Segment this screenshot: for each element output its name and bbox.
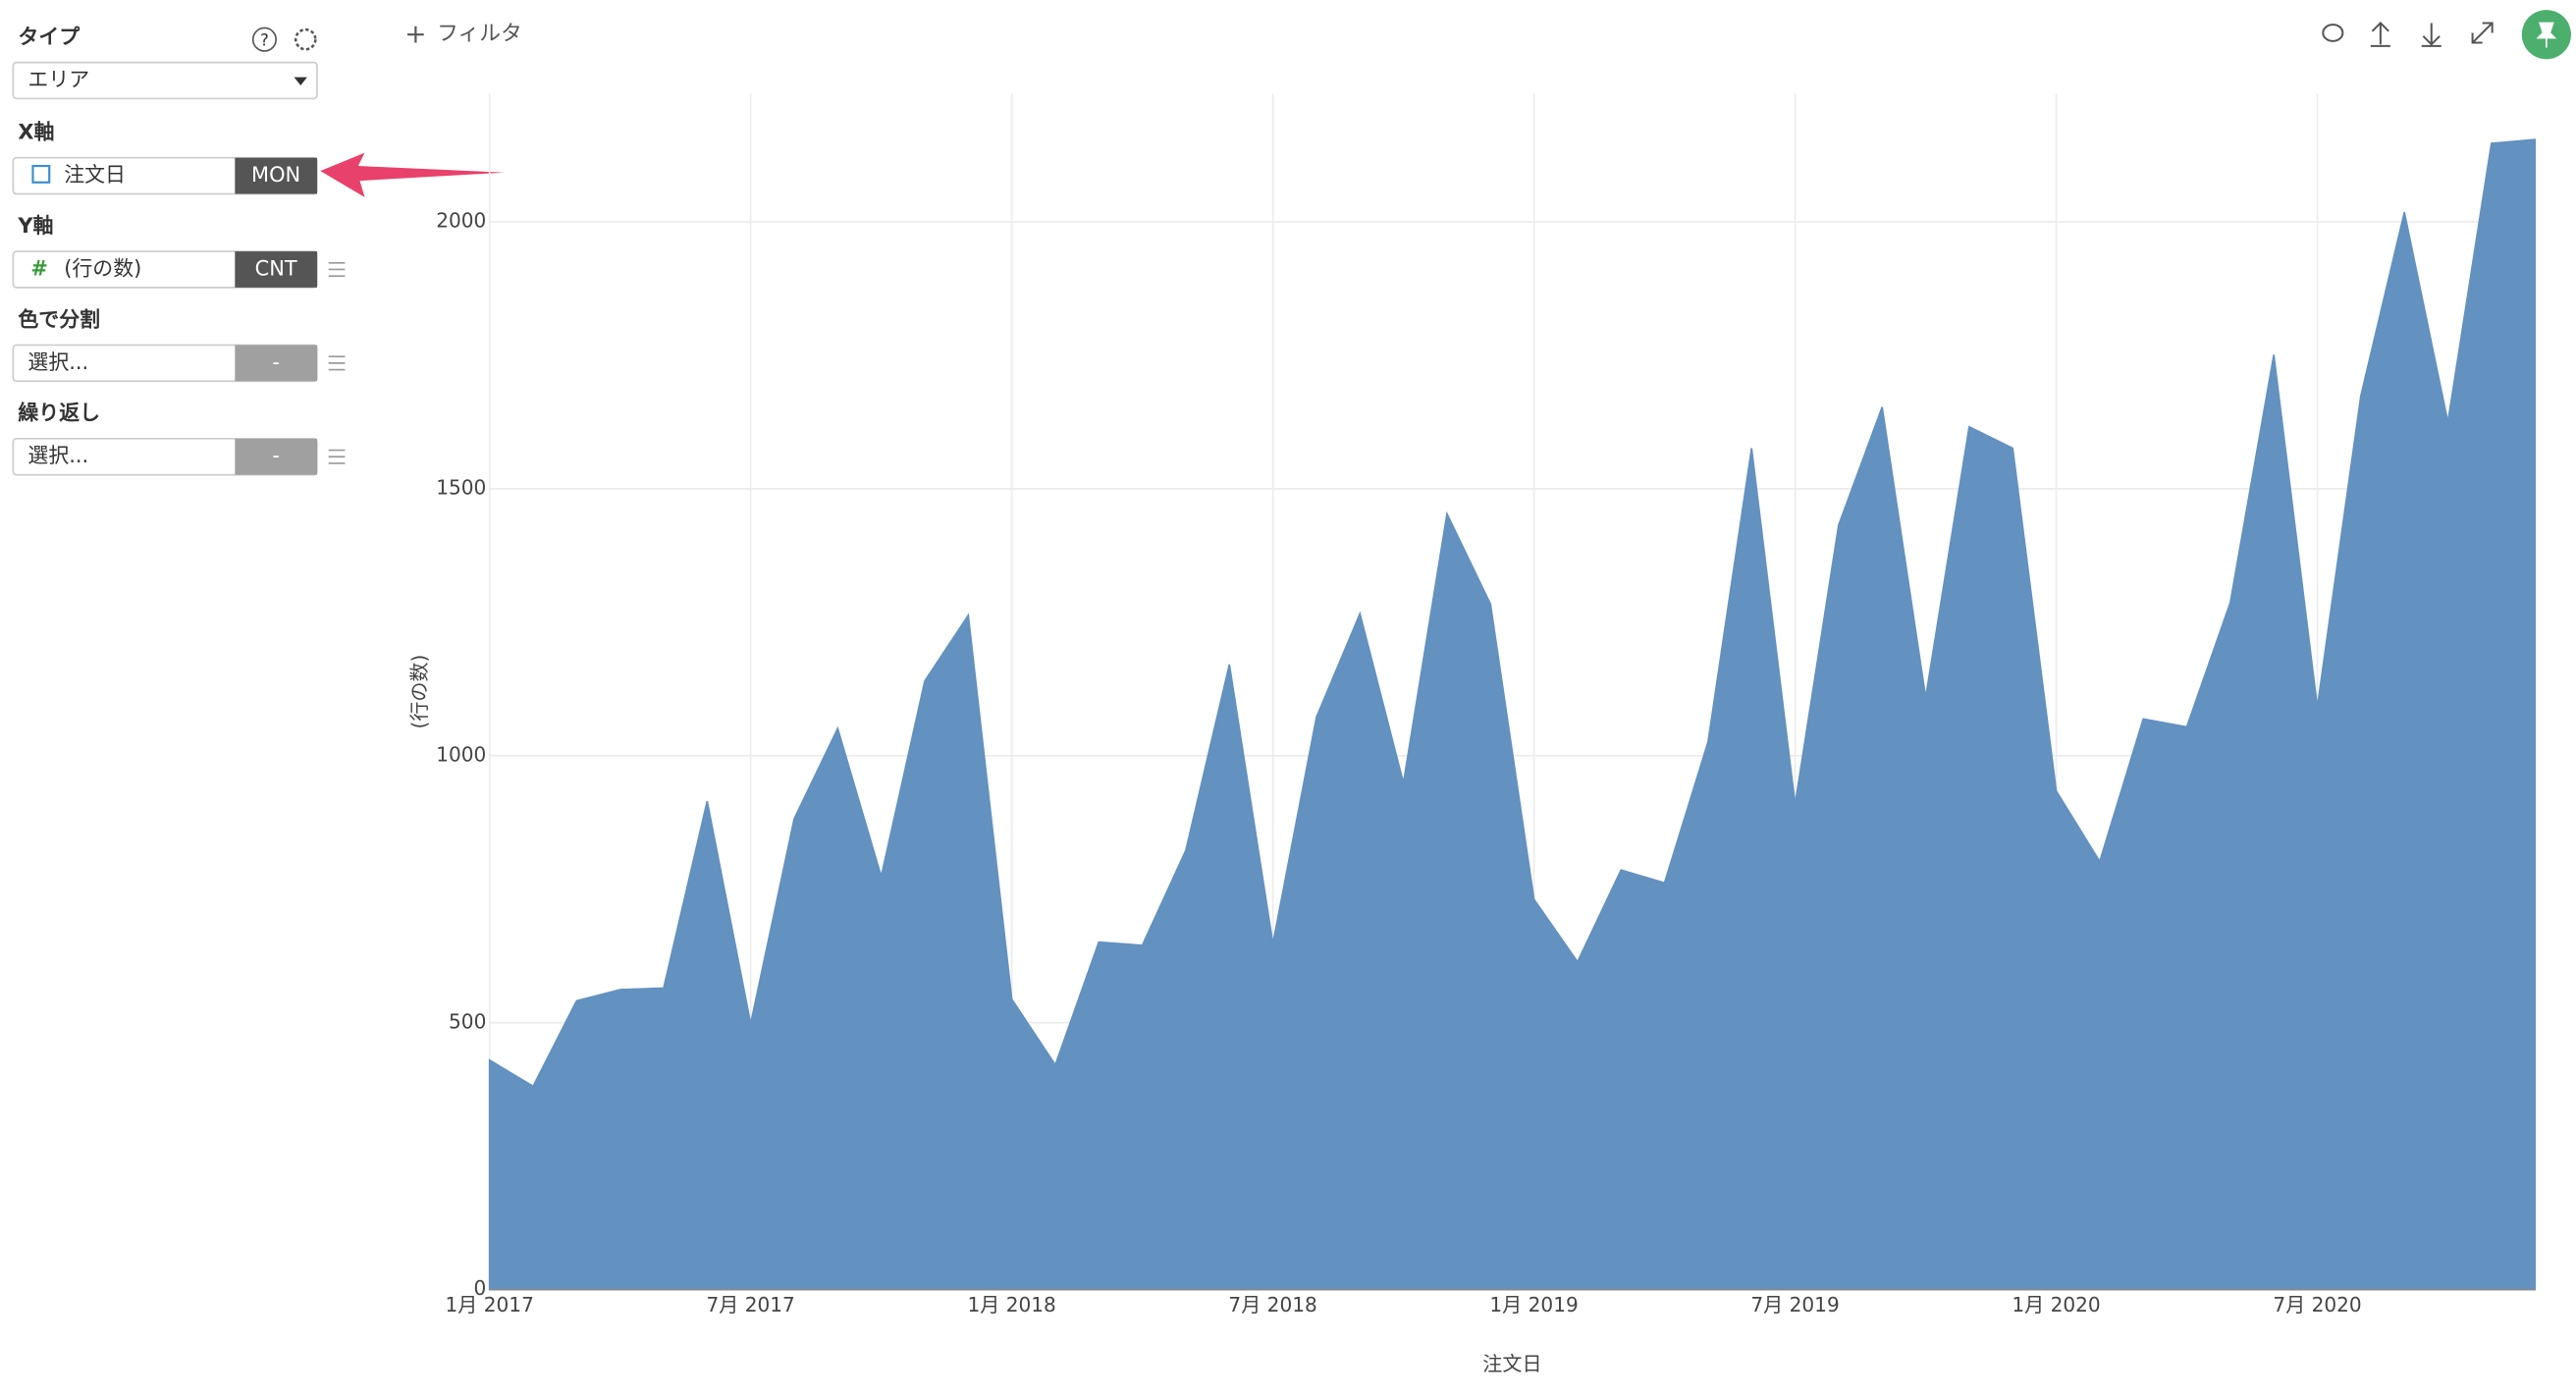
x-tick-label: 1月 2017 bbox=[446, 1293, 534, 1316]
y-tick-label: 500 bbox=[449, 1009, 486, 1033]
upload-icon[interactable] bbox=[2370, 22, 2390, 47]
filter-button[interactable]: フィルタ bbox=[437, 22, 522, 46]
color-agg[interactable] bbox=[235, 345, 317, 382]
help-glyph: ? bbox=[260, 29, 269, 49]
x-tick-label: 7月 2017 bbox=[706, 1293, 794, 1316]
y-tick-label: 1500 bbox=[436, 475, 486, 499]
pin-icon bbox=[2536, 22, 2557, 48]
toolbar-icons bbox=[2322, 22, 2494, 47]
area bbox=[488, 138, 2536, 1291]
dropdown-caret bbox=[294, 77, 307, 86]
calendar-icon bbox=[31, 164, 51, 184]
menu-icon[interactable] bbox=[328, 449, 346, 464]
x-field-name: 注文日 bbox=[64, 163, 126, 187]
color-field-text: 選択... bbox=[27, 350, 88, 374]
x-axis-title: 注文日 bbox=[1482, 1352, 1541, 1375]
settings-icon[interactable] bbox=[294, 27, 317, 51]
x-label: X軸 bbox=[18, 121, 54, 144]
menu-icon[interactable] bbox=[328, 355, 346, 371]
number-icon: # bbox=[30, 256, 48, 280]
repeat-field-text: 選択... bbox=[27, 444, 88, 467]
type-select[interactable] bbox=[12, 61, 318, 100]
x-agg-text: MON bbox=[251, 163, 300, 187]
help-icon[interactable] bbox=[251, 27, 277, 52]
x-tick-label: 7月 2019 bbox=[1750, 1293, 1839, 1316]
y-tick-label: 1000 bbox=[436, 742, 486, 766]
download-icon[interactable] bbox=[2421, 23, 2442, 47]
y-label: Y軸 bbox=[17, 214, 53, 238]
x-tick-label: 1月 2019 bbox=[1489, 1293, 1578, 1316]
repeat-agg[interactable] bbox=[235, 438, 317, 475]
y-field-name: (行の数) bbox=[64, 256, 141, 280]
y-tick-label: 0 bbox=[474, 1276, 487, 1300]
comment-icon[interactable] bbox=[2322, 24, 2344, 42]
repeat-agg-text: - bbox=[272, 444, 280, 467]
y-agg-text: CNT bbox=[255, 256, 297, 280]
y-axis-title: (行の数) bbox=[407, 655, 431, 729]
x-tick-label: 1月 2018 bbox=[967, 1293, 1055, 1316]
x-tick-label: 1月 2020 bbox=[2012, 1293, 2100, 1316]
type-value: エリア bbox=[27, 68, 89, 91]
color-agg-text: - bbox=[272, 350, 280, 374]
x-tick-label: 7月 2018 bbox=[1228, 1293, 1316, 1316]
menu-icon[interactable] bbox=[328, 261, 346, 278]
y-tick-label: 2000 bbox=[436, 208, 486, 232]
expand-icon[interactable] bbox=[2471, 22, 2494, 44]
annotation-arrow bbox=[320, 152, 505, 197]
repeat-label: 繰り返し bbox=[18, 402, 100, 425]
color-label: 色で分割 bbox=[18, 307, 100, 331]
x-agg[interactable] bbox=[235, 157, 317, 194]
y-agg[interactable] bbox=[235, 251, 317, 288]
chart: 0 500 1000 1500 2000 1月 2017 7月 2017 1月 2018 7月 … bbox=[407, 93, 2536, 1375]
add-icon[interactable] bbox=[407, 26, 424, 43]
x-tick-label: 7月 2020 bbox=[2273, 1293, 2361, 1316]
type-label: タイプ bbox=[18, 26, 80, 49]
